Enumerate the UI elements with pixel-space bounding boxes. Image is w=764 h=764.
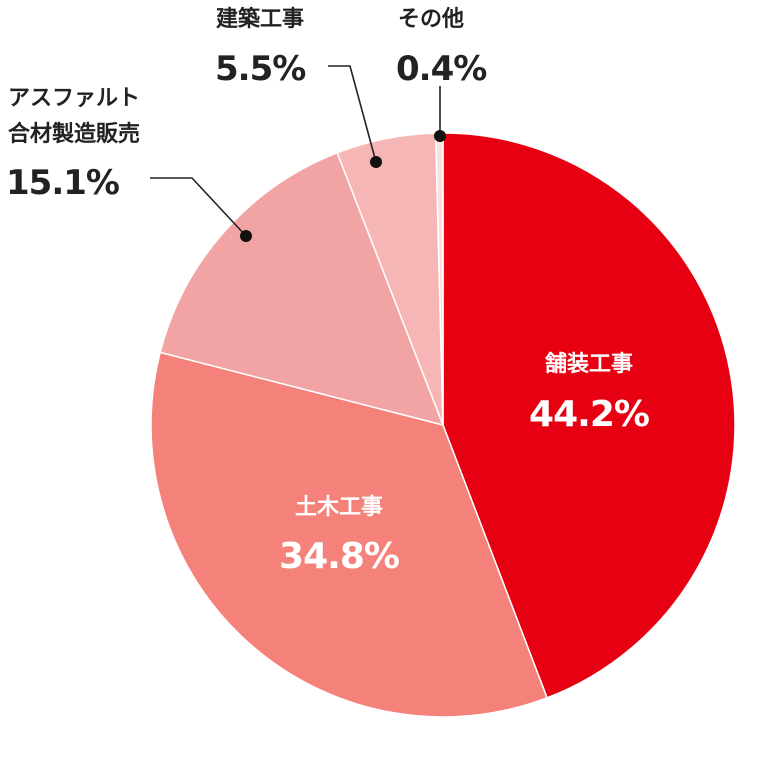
slice-value-other: 0.4% <box>396 49 486 89</box>
pie-slice-asphalt <box>159 151 445 427</box>
leader-building-line <box>328 65 377 163</box>
slice-label-asphalt-line2: 合材製造販売 <box>8 121 140 147</box>
pie-slice-paving <box>442 132 736 699</box>
pie-slices <box>150 132 736 718</box>
leader-other-dot <box>434 130 446 142</box>
slice-value-asphalt: 15.1% <box>6 163 119 203</box>
slice-value-paving: 44.2% <box>529 394 649 435</box>
leader-asphalt-line <box>150 177 247 237</box>
pie-slice-civil <box>150 351 549 718</box>
slice-label-civil: 土木工事 <box>295 494 383 520</box>
slice-value-building: 5.5% <box>215 49 305 89</box>
leader-lines <box>150 65 446 242</box>
leader-building-dot <box>370 156 382 168</box>
slice-label-paving: 舗装工事 <box>544 351 633 377</box>
slice-label-asphalt-line1: アスファルト <box>8 86 140 111</box>
leader-asphalt-dot <box>240 230 252 242</box>
slice-label-other: その他 <box>398 7 464 32</box>
slice-value-civil: 34.8% <box>279 536 399 577</box>
slice-label-building: 建築工事 <box>216 6 304 32</box>
